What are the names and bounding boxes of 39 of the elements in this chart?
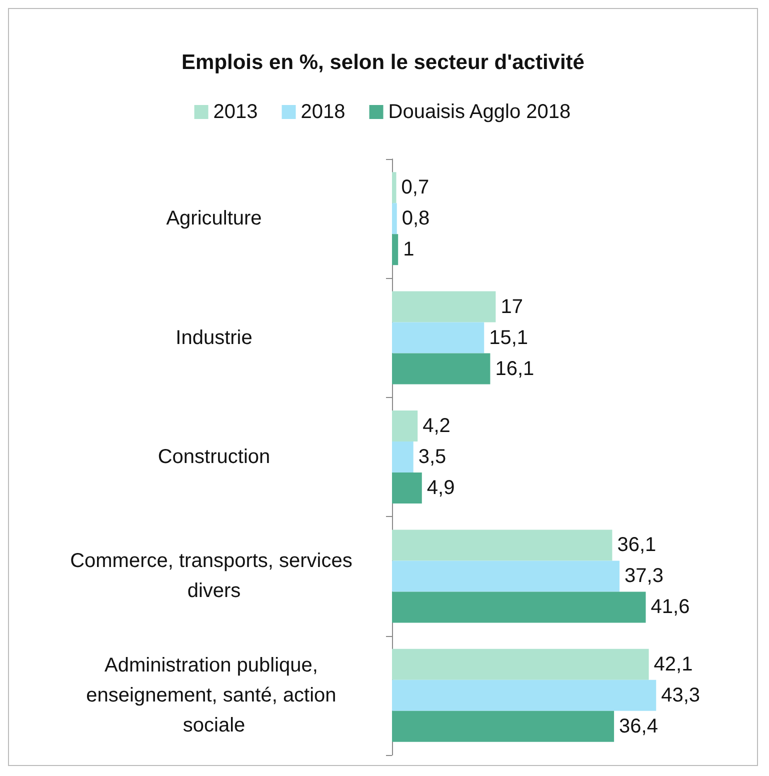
data-label: 4,9 xyxy=(426,476,455,499)
bar xyxy=(392,530,612,561)
data-label: 36,1 xyxy=(617,534,656,556)
y-tick-label: Industrie xyxy=(176,326,252,349)
bar xyxy=(392,680,656,711)
legend-label: Douaisis Agglo 2018 xyxy=(388,101,571,123)
legend-label: 2013 xyxy=(213,101,258,123)
data-label: 43,3 xyxy=(661,684,700,706)
data-label: 3,5 xyxy=(418,446,446,468)
y-tick-label: Agriculture xyxy=(166,208,262,230)
data-label: 37,3 xyxy=(624,565,664,588)
data-label: 1 xyxy=(403,238,414,261)
y-tick-label: Commerce, transports, services divers xyxy=(70,550,358,602)
bar xyxy=(392,442,414,472)
bar xyxy=(392,203,397,234)
data-label: 42,1 xyxy=(654,653,693,676)
bar xyxy=(392,648,649,680)
bar xyxy=(392,234,398,266)
data-label: 0,8 xyxy=(402,208,430,230)
y-tick-label: Administration publique, enseignement, santé, action sociale xyxy=(86,654,342,736)
legend-label: 2018 xyxy=(300,101,346,123)
bar xyxy=(392,472,422,504)
bar xyxy=(392,291,496,322)
data-label: 16,1 xyxy=(495,358,534,380)
data-label: 17 xyxy=(500,296,523,318)
bar xyxy=(392,353,490,384)
bar xyxy=(392,172,396,204)
data-label: 41,6 xyxy=(650,596,690,618)
bar xyxy=(392,560,620,592)
chart-title: Emplois en %, selon le secteur d'activité xyxy=(182,51,584,74)
bar xyxy=(392,592,646,623)
bar xyxy=(392,322,484,354)
data-label: 4,2 xyxy=(422,415,450,438)
data-label: 36,4 xyxy=(619,715,658,738)
bar xyxy=(392,710,614,742)
data-label: 0,7 xyxy=(401,176,430,199)
bar xyxy=(392,410,418,442)
data-label: 15,1 xyxy=(489,326,528,349)
y-tick-label: Construction xyxy=(158,446,270,468)
